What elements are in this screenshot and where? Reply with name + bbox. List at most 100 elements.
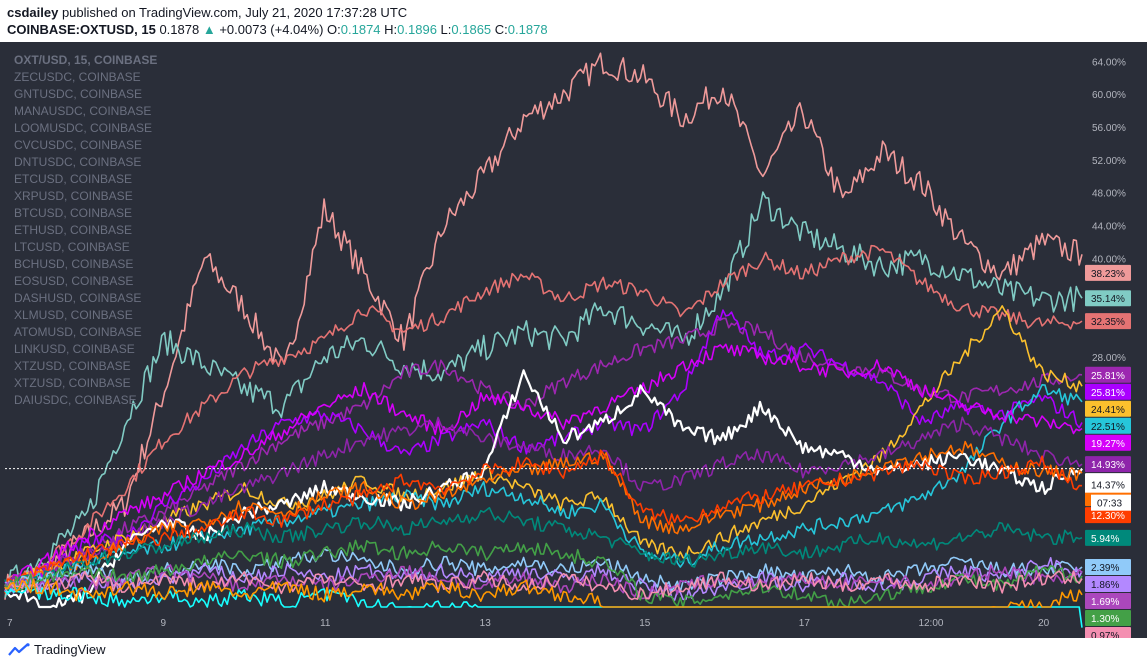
y-tick-label: 60.00% [1092,90,1126,101]
series-end-label [1085,529,1131,546]
series-line[interactable] [4,52,1083,600]
series-end-label [1085,417,1131,434]
legend-item[interactable]: XLMUSD, COINBASE [14,308,133,322]
x-tick-label: 20 [1038,618,1050,629]
crosshair-time-tag [1091,494,1131,511]
symbol-info: COINBASE:OXTUSD, 15 0.1878 ▲ +0.0073 (+4… [7,22,548,37]
series-end-label [1085,626,1131,638]
x-tick-label: 12:00 [918,618,943,629]
series-end-label [1085,434,1131,451]
series-end-value: 5.94% [1091,534,1119,545]
legend-item[interactable]: ETCUSD, COINBASE [14,172,132,186]
open-label: O: [327,22,341,37]
series-line[interactable] [4,506,1083,592]
series-end-value: 24.41% [1091,405,1125,416]
legend-item[interactable]: LTCUSD, COINBASE [14,240,130,254]
series-end-label [1085,290,1131,307]
series-end-value: 25.81% [1091,388,1125,399]
x-tick-label: 13 [480,618,492,629]
series-end-value: 35.14% [1091,294,1125,305]
y-tick-label: 64.00% [1092,57,1126,68]
series-end-value: 14.93% [1091,460,1125,471]
legend-item[interactable]: DNTUSDC, COINBASE [14,155,141,169]
series-end-label [1085,264,1131,281]
legend-item[interactable]: XTZUSD, COINBASE [14,376,131,390]
y-tick-label: 28.00% [1092,353,1126,364]
x-tick-label: 15 [639,618,651,629]
crosshair-value-label: 14.37% [1091,481,1125,492]
series-line[interactable] [4,440,1083,594]
series-end-value: 32.35% [1091,317,1125,328]
legend-item[interactable]: BTCUSD, COINBASE [14,206,132,220]
legend-item[interactable]: XTZUSD, COINBASE [14,359,131,373]
footer: TradingView [8,642,106,657]
series-line[interactable] [4,343,1083,593]
legend-item[interactable]: ATOMUSD, COINBASE [14,325,142,339]
series-line[interactable] [4,191,1083,598]
series-line[interactable] [4,244,1083,587]
x-tick-label: 7 [7,618,13,629]
price-change: +0.0073 (+4.04%) [219,22,324,37]
close-label: C: [494,22,508,37]
series-end-label [1085,366,1131,383]
high-value: 0.1896 [397,22,437,37]
y-tick-label: 56.00% [1092,123,1126,134]
series-end-value: 1.30% [1091,614,1119,625]
legend-item[interactable]: DASHUSD, COINBASE [14,291,141,305]
close-value: 0.1878 [507,22,548,37]
series-line[interactable] [4,416,1083,590]
legend-item[interactable]: ETHUSD, COINBASE [14,223,132,237]
series-end-label [1085,609,1131,626]
x-tick-label: 9 [161,618,167,629]
series-line[interactable] [4,578,1083,608]
y-tick-label: 40.00% [1092,254,1126,265]
series-line[interactable] [4,557,1083,602]
published-text: published on TradingView.com, July 21, 2… [61,5,408,20]
series-end-value: 12.30% [1091,511,1125,522]
high-label: H: [384,22,398,37]
series-line[interactable] [4,570,1083,601]
low-value: 0.1865 [451,22,492,37]
tradingview-logo-icon[interactable] [8,642,30,657]
series-end-value: 0.97% [1091,631,1119,638]
series-end-label [1085,456,1131,473]
legend-item[interactable]: XRPUSD, COINBASE [14,189,133,203]
legend-item[interactable]: LOOMUSDC, COINBASE [14,121,152,135]
y-tick-label: 48.00% [1092,189,1126,200]
tradingview-brand[interactable]: TradingView [34,642,106,657]
legend-item[interactable]: ZECUSDC, COINBASE [14,70,141,84]
chart-title: OXT/USD, 15, COINBASE [14,53,157,67]
series-end-label [1085,575,1131,592]
publish-info: csdailey published on TradingView.com, J… [7,5,407,20]
series-end-value: 2.39% [1091,563,1119,574]
series-end-value: 19.27% [1091,439,1125,450]
legend-item[interactable]: EOSUSD, COINBASE [14,274,133,288]
series-end-value: 1.69% [1091,597,1119,608]
legend-item[interactable]: LINKUSD, COINBASE [14,342,135,356]
x-tick-label: 11 [320,618,331,629]
legend-item[interactable]: GNTUSDC, COINBASE [14,87,142,101]
series-end-value: 1.86% [1091,580,1119,591]
series-end-value: 38.23% [1091,269,1125,280]
low-label: L: [440,22,452,37]
series-end-label [1085,507,1131,524]
series-end-label [1085,383,1131,400]
crosshair-value-tag [1085,476,1131,493]
chart-canvas[interactable]: 64.00% 60.00% 56.00% 52.00% 48.00% 44.00% 40.0… [0,42,1147,638]
author-name[interactable]: csdailey [7,5,59,20]
legend-item[interactable]: BCHUSD, COINBASE [14,257,133,271]
series-end-label [1085,592,1131,609]
series-end-label [1085,313,1131,330]
series-end-value: 25.81% [1091,371,1125,382]
y-tick-label: 52.00% [1092,156,1126,167]
series-end-label [1085,400,1131,417]
series-line[interactable] [4,317,1083,590]
series-end-value: 22.51% [1091,422,1125,433]
series-end-label [1085,558,1131,575]
x-tick-label: 17 [799,618,811,629]
legend-item[interactable]: DAIUSDC, COINBASE [14,393,137,407]
y-tick-label: 44.00% [1092,222,1126,233]
legend-item[interactable]: MANAUSDC, COINBASE [14,104,151,118]
legend-item[interactable]: CVCUSDC, COINBASE [14,138,142,152]
up-arrow-icon: ▲ [202,22,216,37]
